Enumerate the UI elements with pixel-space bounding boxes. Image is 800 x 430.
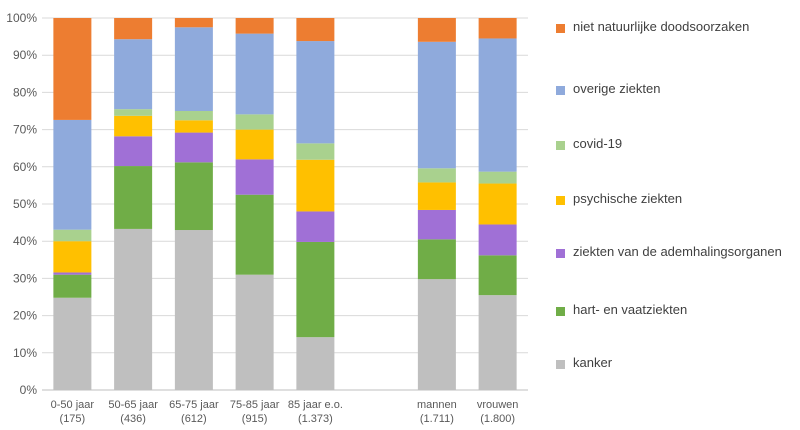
bar-segment [114,39,153,110]
bar-segment [417,41,456,169]
bar-segment [417,209,456,240]
legend-label: covid-19 [573,136,623,151]
bar-segment [114,228,153,390]
bar-segment [235,194,274,275]
bar-segment [53,229,92,242]
bar-segment [478,171,517,184]
bar-segment [114,166,153,229]
legend-swatch [556,196,565,205]
x-tick-count: (612) [181,413,207,425]
bar-segment [174,162,213,231]
y-tick-label: 100% [6,11,37,25]
bar-segment [235,114,274,130]
x-tick-count: (915) [242,413,268,425]
legend-label: overige ziekten [573,81,661,96]
bar-segment [478,224,517,256]
bar-segment [174,132,213,163]
bar-segment [53,274,92,298]
bar-segment [296,337,335,390]
x-tick-count: (1.800) [480,413,515,425]
bar-segment [235,159,274,195]
x-axis-labels: 0-50 jaar (175) 50-65 jaar (436) 65-75 jaar (… [51,399,519,425]
bar-segment [417,182,456,210]
legend-swatch [556,360,565,369]
y-tick-label: 90% [13,48,37,62]
x-tick-label: 85 jaar e.o. [288,399,343,411]
bar-segment [417,18,456,42]
bar-segment [478,183,517,225]
x-tick-label: 65-75 jaar [169,399,219,411]
y-axis-ticks: 0% 10% 20% 30% 40% 50% 60% 70% 80% 90% 100% [6,11,37,397]
legend-label: niet natuurlijke doodsoorzaken [573,19,750,34]
bar-segment [478,255,517,296]
y-tick-label: 50% [13,197,37,211]
legend-swatch [556,307,565,316]
bar-segment [296,143,335,160]
x-tick-count: (436) [120,413,146,425]
bar-segment [296,159,335,212]
x-tick-label: 75-85 jaar [230,399,280,411]
bar-segment [53,297,92,390]
legend-swatch [556,86,565,95]
bar-segment [417,279,456,390]
y-tick-label: 80% [13,85,37,99]
bar-segment [114,109,153,116]
y-tick-label: 10% [13,346,37,360]
bar-segment [53,18,92,120]
bar-segment [235,274,274,390]
bar-segment [53,119,92,230]
y-tick-label: 30% [13,271,37,285]
bar-segment [174,18,213,28]
y-tick-label: 20% [13,309,37,323]
bar-segment [478,18,517,39]
x-tick-label: vrouwen [477,399,519,411]
y-tick-label: 40% [13,234,37,248]
bar-segment [417,168,456,183]
bar-segment [296,41,335,144]
x-tick-label: 50-65 jaar [108,399,158,411]
bar-segment [53,241,92,273]
legend-swatch [556,24,565,33]
x-tick-count: (175) [60,413,86,425]
bar-segment [417,239,456,280]
y-tick-label: 60% [13,160,37,174]
bar-segment [235,18,274,34]
x-tick-label: 0-50 jaar [51,399,95,411]
bar-segment [235,33,274,115]
x-tick-count: (1.711) [420,413,454,425]
bar-segment [296,211,335,242]
legend-swatch [556,141,565,150]
bar-segment [53,272,92,275]
legend-label: kanker [573,355,613,370]
x-tick-label: mannen [417,399,457,411]
bar-segment [478,38,517,172]
y-tick-label: 70% [13,123,37,137]
legend-label: psychische ziekten [573,191,683,206]
bar-segment [114,136,153,167]
bar-segment [114,115,153,137]
bar-segment [174,120,213,133]
legend-swatch [556,249,565,258]
bar-segment [174,230,213,390]
bar-segment [296,18,335,42]
x-tick-count: (1.373) [298,413,333,425]
bars [53,18,517,390]
bar-segment [478,295,517,390]
bar-segment [296,241,335,338]
legend-label: ziekten van de ademhalingsorganen [573,244,782,259]
bar-segment [174,27,213,111]
bar-segment [174,111,213,121]
legend-label: hart- en vaatziekten [573,302,688,317]
bar-segment [114,18,153,40]
bar-segment [235,129,274,160]
y-tick-label: 0% [20,383,38,397]
